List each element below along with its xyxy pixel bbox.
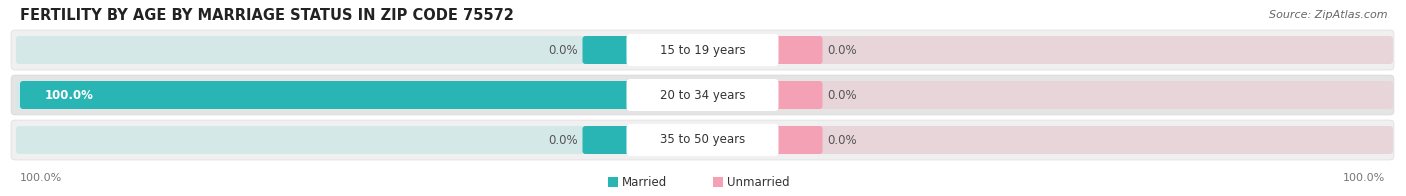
Text: Source: ZipAtlas.com: Source: ZipAtlas.com	[1270, 10, 1388, 20]
Text: 100.0%: 100.0%	[45, 89, 94, 102]
Text: 100.0%: 100.0%	[20, 173, 62, 183]
FancyBboxPatch shape	[582, 36, 634, 64]
FancyBboxPatch shape	[772, 81, 823, 109]
Text: 0.0%: 0.0%	[548, 133, 578, 146]
FancyBboxPatch shape	[772, 36, 823, 64]
FancyBboxPatch shape	[627, 124, 779, 156]
FancyBboxPatch shape	[713, 177, 723, 187]
FancyBboxPatch shape	[20, 81, 661, 109]
Text: 35 to 50 years: 35 to 50 years	[659, 133, 745, 146]
FancyBboxPatch shape	[11, 30, 1393, 70]
FancyBboxPatch shape	[582, 126, 634, 154]
FancyBboxPatch shape	[15, 126, 665, 154]
Text: Married: Married	[621, 175, 666, 189]
FancyBboxPatch shape	[745, 36, 1393, 64]
FancyBboxPatch shape	[15, 36, 665, 64]
Text: Unmarried: Unmarried	[727, 175, 789, 189]
FancyBboxPatch shape	[11, 120, 1393, 160]
FancyBboxPatch shape	[745, 81, 1393, 109]
FancyBboxPatch shape	[772, 126, 823, 154]
Text: 15 to 19 years: 15 to 19 years	[659, 44, 745, 56]
Text: 0.0%: 0.0%	[828, 44, 858, 56]
FancyBboxPatch shape	[745, 126, 1393, 154]
FancyBboxPatch shape	[627, 34, 779, 66]
FancyBboxPatch shape	[11, 75, 1393, 115]
Text: 0.0%: 0.0%	[828, 89, 858, 102]
Text: 0.0%: 0.0%	[548, 44, 578, 56]
Text: FERTILITY BY AGE BY MARRIAGE STATUS IN ZIP CODE 75572: FERTILITY BY AGE BY MARRIAGE STATUS IN Z…	[20, 7, 513, 23]
Text: 100.0%: 100.0%	[1343, 173, 1385, 183]
FancyBboxPatch shape	[15, 81, 665, 109]
Text: 20 to 34 years: 20 to 34 years	[659, 89, 745, 102]
FancyBboxPatch shape	[607, 177, 617, 187]
FancyBboxPatch shape	[627, 79, 779, 111]
FancyBboxPatch shape	[582, 81, 634, 109]
Text: 0.0%: 0.0%	[828, 133, 858, 146]
